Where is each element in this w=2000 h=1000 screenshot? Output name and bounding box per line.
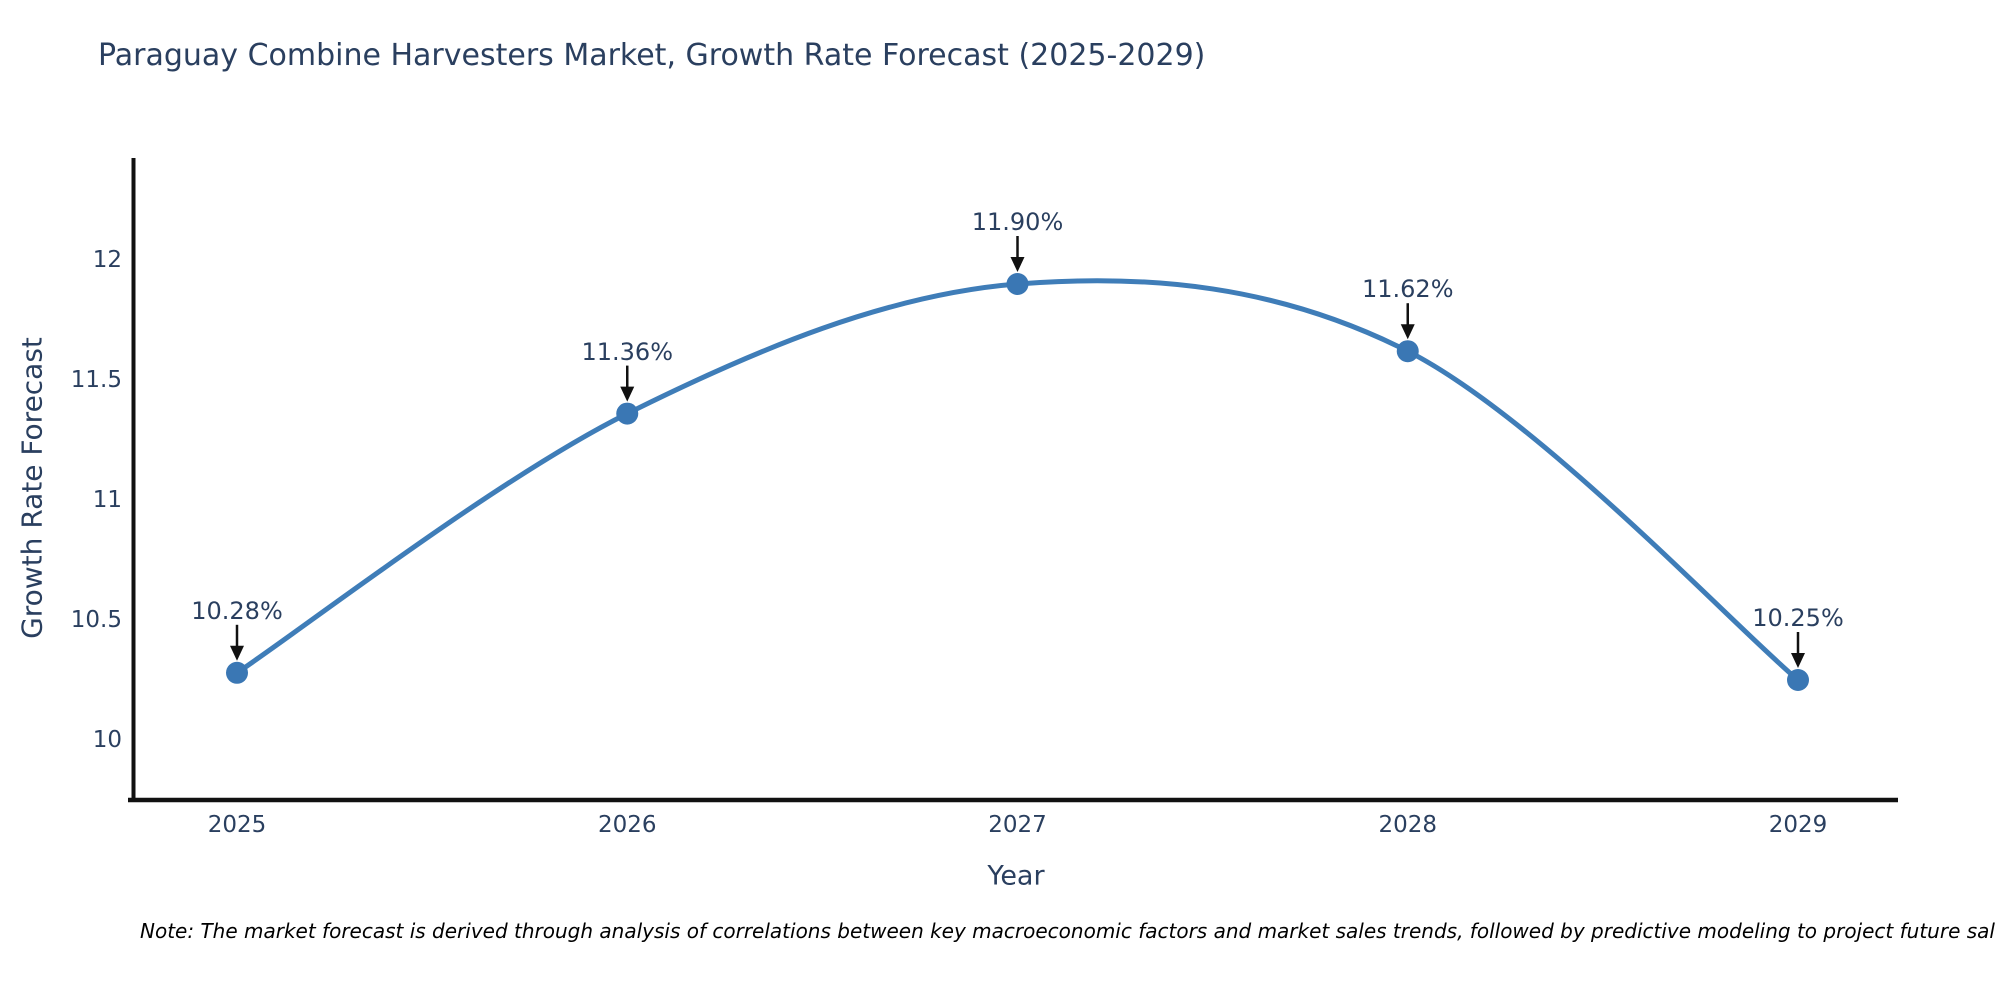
annotation-arrowhead (620, 386, 635, 402)
annotation-arrowhead (1400, 324, 1415, 340)
data-point-2028[interactable] (1396, 340, 1419, 363)
chart-title: Paraguay Combine Harvesters Market, Grow… (98, 38, 1206, 73)
x-tick-label-2029: 2029 (1768, 812, 1828, 838)
annotation-label-2026: 11.36% (581, 337, 674, 366)
y-tick-label-11.5: 11.5 (70, 367, 122, 393)
annotation-label-2025: 10.28% (191, 596, 283, 625)
trend-line (234, 278, 1801, 683)
annotation-arrowhead (1791, 653, 1805, 668)
annotation-label-2029: 10.25% (1752, 604, 1844, 632)
y-tick-label-12: 12 (92, 247, 122, 273)
x-tick-label-2028: 2028 (1378, 812, 1438, 838)
annotation-arrowhead (1010, 257, 1025, 272)
data-point-2025[interactable] (226, 661, 248, 684)
x-tick-label-2027: 2027 (988, 812, 1047, 838)
annotation-label-2027: 11.90% (971, 208, 1064, 236)
data-point-2027[interactable] (1006, 273, 1029, 295)
x-tick-label-2025: 2025 (207, 812, 267, 838)
annotation-arrowhead (230, 645, 244, 661)
y-tick-label-11: 11 (92, 487, 122, 513)
data-point-2026[interactable] (616, 402, 639, 425)
data-point-2029[interactable] (1787, 669, 1809, 691)
y-tick-label-10.5: 10.5 (70, 607, 122, 633)
y-tick-label-10: 10 (92, 727, 122, 753)
x-axis-title: Year (987, 860, 1045, 892)
footnote: Note: The market forecast is derived thr… (140, 919, 1995, 943)
x-tick-label-2026: 2026 (597, 812, 657, 838)
annotation-label-2028: 11.62% (1361, 275, 1454, 304)
